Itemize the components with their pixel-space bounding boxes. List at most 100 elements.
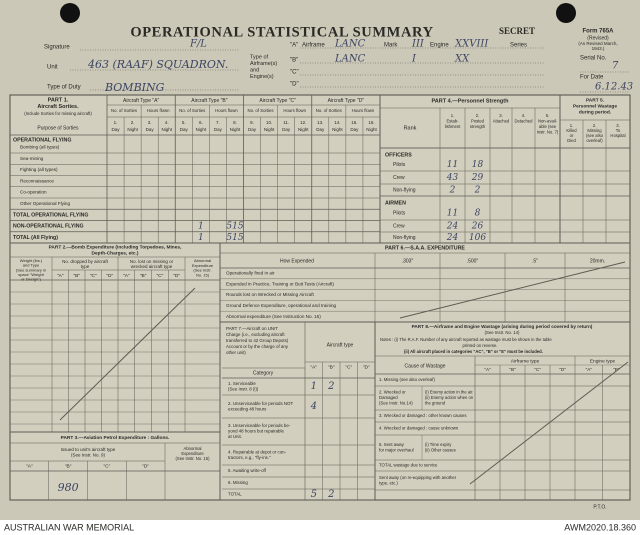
- label: "A": [484, 367, 491, 372]
- label: 20mm.: [590, 258, 605, 264]
- label: Hours flown: [215, 108, 238, 113]
- label: Night: [230, 127, 241, 132]
- label: 2.: [131, 120, 135, 125]
- label: .303": [402, 258, 414, 264]
- label: Other Operational Flying: [20, 201, 70, 206]
- label: "D": [290, 82, 299, 88]
- label: 11.: [283, 120, 289, 125]
- handwriting: 515: [226, 222, 243, 232]
- label: "C": [156, 273, 163, 279]
- label: "A": [586, 367, 593, 372]
- label: and Type: [23, 263, 40, 268]
- label: Aircraft Sorties.: [37, 104, 79, 110]
- handwriting: 26: [471, 222, 484, 232]
- label: PART 8.—Airframe and Engine Wastage (ari…: [412, 324, 593, 329]
- label: during period.: [579, 109, 611, 115]
- label: 6.: [199, 120, 203, 125]
- handwriting: 11: [447, 160, 458, 170]
- label: "D": [559, 367, 566, 372]
- label: Account or by the charge of any: [226, 344, 289, 349]
- label: TOTAL (All Flying): [13, 235, 58, 241]
- rule: [469, 361, 629, 485]
- label: 2.: [476, 113, 480, 118]
- label: (As Revised March,: [578, 41, 617, 46]
- label: 3.: [616, 123, 620, 128]
- rule: [59, 287, 196, 421]
- label: PART 7.—Aircraft on UNIT: [226, 326, 278, 331]
- label: 4.: [165, 120, 169, 125]
- label: 4. Repairable at depot or con-: [228, 449, 287, 454]
- punch-hole: [60, 3, 80, 23]
- label: For Date: [580, 75, 604, 81]
- label: other unit): [226, 350, 246, 355]
- label: Missing: [587, 128, 602, 133]
- handwriting: 2: [327, 381, 334, 392]
- label: NON-OPERATIONAL FLYING: [13, 224, 84, 230]
- label: AIRMEN: [385, 200, 406, 206]
- label: .5": [532, 258, 538, 264]
- label: at Unit.: [228, 434, 242, 439]
- label: transferred to 42 Group Depots): [226, 338, 289, 343]
- label: (See Instr. No. 15): [176, 456, 211, 461]
- label: "B": [73, 273, 80, 279]
- label: 7.: [216, 120, 220, 125]
- label: Non-avail-: [538, 119, 558, 124]
- label: for major overhaul: [379, 447, 414, 452]
- handwriting: 2: [449, 186, 456, 196]
- label: (See Instr. No. 14): [485, 330, 520, 335]
- label: Hospital: [610, 133, 625, 138]
- label: able (see: [539, 124, 557, 129]
- label: overleaf): [586, 138, 603, 143]
- label: (ii) All aircraft placed in categories "…: [404, 349, 543, 354]
- label: Night: [127, 127, 138, 132]
- label: Day: [112, 127, 121, 132]
- label: type, etc.): [379, 480, 398, 485]
- label: Bombing (all types): [20, 145, 60, 150]
- label: Hours flown: [283, 108, 306, 113]
- label: Night: [264, 127, 275, 132]
- label: 1. Serviceable: [228, 381, 256, 386]
- archive-id: AWM2020.18.360: [564, 522, 636, 532]
- label: Aircraft Type "A": [123, 98, 159, 104]
- label: 1. Missing (see also overleaf): [379, 377, 435, 382]
- label: Ground Defence Expenditure, operational …: [226, 303, 337, 308]
- label: Personnel Wastage: [573, 103, 617, 109]
- label: (ii) Other causes: [425, 447, 456, 452]
- label: PART 1.: [48, 97, 69, 103]
- handwriting: 11: [447, 209, 458, 219]
- label: PART 2.—Bomb Expenditure (including Torp…: [49, 244, 182, 250]
- label: 5.: [182, 120, 186, 125]
- label: "B": [65, 463, 72, 469]
- label: Night: [196, 127, 207, 132]
- label: Expenditure: [181, 451, 204, 456]
- label: "A": [26, 463, 33, 469]
- label: 3.: [148, 120, 152, 125]
- handwriting: 106: [469, 233, 486, 243]
- label: 1.: [570, 123, 574, 128]
- label: (See summary in: [16, 267, 46, 272]
- handwriting: 18: [472, 160, 484, 170]
- label: Operationally fired in air: [226, 271, 275, 276]
- label: 5.: [546, 113, 550, 118]
- label: No. of Sorties: [111, 108, 137, 113]
- label: Type of: [250, 54, 269, 60]
- label: Hours flown: [147, 108, 170, 113]
- label: space "Weight: [18, 272, 44, 277]
- handwriting: 1: [198, 233, 204, 243]
- label: yond 48 hours but repairable: [228, 429, 284, 434]
- label: Damaged: [379, 395, 398, 400]
- label: Attached: [493, 119, 510, 124]
- handwriting: 43: [446, 173, 459, 183]
- handwriting: F/L: [189, 39, 207, 50]
- label: Engine(s): [250, 74, 274, 80]
- handwriting: 6.12.43: [595, 82, 633, 93]
- label: Notes : (i) The R.A.F. Number of any air…: [380, 337, 552, 342]
- label: Sent away (on re-equipping with another: [379, 475, 457, 480]
- label: 3.: [499, 113, 503, 118]
- label: Night: [161, 127, 172, 132]
- label: No. of Sorties: [316, 108, 342, 113]
- label: (See Instr. 8 (i)): [228, 386, 259, 391]
- label: "A": [57, 273, 64, 279]
- label: Weight (lbs.): [20, 258, 43, 263]
- label: (i) Enemy action in the air.: [425, 390, 473, 395]
